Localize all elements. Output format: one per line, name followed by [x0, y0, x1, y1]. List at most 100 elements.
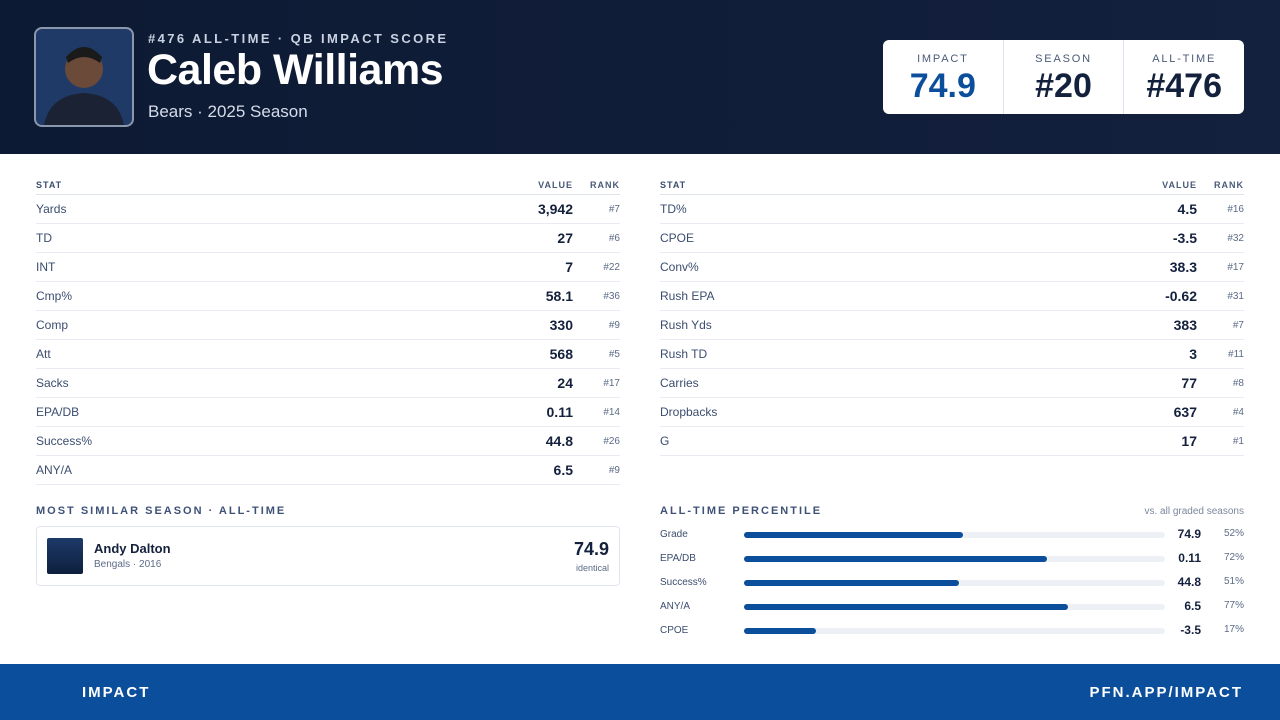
stat-value: 17 — [1181, 433, 1197, 449]
stat-name: ANY/A — [36, 463, 73, 477]
percentile-row: Success% 44.8 51% — [660, 575, 1244, 591]
table-row: Rush Yds 383 #7 — [660, 311, 1244, 340]
table-row: Dropbacks 637 #4 — [660, 398, 1244, 427]
stat-value: 568 — [549, 346, 573, 362]
percentile-bar — [744, 580, 959, 586]
column-header: RANK — [590, 180, 620, 190]
stat-name: TD — [36, 231, 52, 245]
stat-rank: #14 — [603, 406, 620, 418]
score-label: SEASON — [1035, 53, 1092, 65]
stat-name: EPA/DB — [36, 405, 80, 419]
stat-value: 24 — [557, 375, 573, 391]
similar-player: Andy Dalton — [94, 541, 171, 556]
table-row: TD% 4.5 #16 — [660, 195, 1244, 224]
stat-name: G — [660, 434, 670, 448]
similar-title: MOST SIMILAR SEASON · ALL-TIME — [36, 505, 287, 517]
stat-value: 383 — [1173, 317, 1197, 333]
stat-name: Sacks — [36, 376, 69, 390]
table-row: ANY/A 6.5 #9 — [36, 456, 620, 485]
percentile-track — [744, 604, 1165, 610]
percentile-value: 6.5 — [1184, 599, 1201, 613]
stat-rank: #36 — [603, 290, 620, 302]
stat-name: CPOE — [660, 231, 695, 245]
stat-name: Comp — [36, 318, 69, 332]
percentile-stat: EPA/DB — [660, 553, 696, 564]
stat-rank: #8 — [1232, 377, 1244, 389]
percentile-track — [744, 532, 1165, 538]
similar-score: 74.9 — [573, 539, 609, 559]
table-row: CPOE -3.5 #32 — [660, 224, 1244, 253]
stat-rank: #31 — [1227, 290, 1244, 302]
stat-rank: #22 — [603, 261, 620, 273]
table-row: Rush TD 3 #11 — [660, 340, 1244, 369]
stats-table-right: STAT VALUE RANK TD% 4.5 #16 CPOE -3.5 #32 Conv% 38… — [660, 176, 1244, 456]
stat-name: Rush EPA — [660, 289, 715, 303]
percentile-track — [744, 580, 1165, 586]
stat-value: -3.5 — [1172, 230, 1197, 246]
stat-name: INT — [36, 260, 56, 274]
stat-value: 4.5 — [1177, 201, 1197, 217]
percentile-value: 44.8 — [1177, 575, 1201, 589]
footer — [0, 664, 1280, 720]
percentile-bar — [744, 556, 1048, 562]
percentile-stat: ANY/A — [660, 601, 691, 612]
stat-value: 77 — [1181, 375, 1197, 391]
score-cell: SEASON #20 — [1002, 40, 1124, 114]
column-header: RANK — [1214, 180, 1244, 190]
percentile-note: vs. all graded seasons — [1144, 506, 1244, 517]
stat-rank: #1 — [1232, 435, 1244, 447]
column-header: STAT — [36, 180, 63, 190]
table-header: STAT VALUE RANK — [660, 176, 1244, 195]
table-row: TD 27 #6 — [36, 224, 620, 253]
table-row: Cmp% 58.1 #36 — [36, 282, 620, 311]
table-row: Carries 77 #8 — [660, 369, 1244, 398]
percentile-label: 77% — [1223, 600, 1244, 611]
percentile-label: 52% — [1223, 528, 1244, 539]
stat-rank: #7 — [608, 203, 620, 215]
column-header: STAT — [660, 180, 687, 190]
stat-rank: #7 — [1232, 319, 1244, 331]
percentile-row: CPOE -3.5 17% — [660, 623, 1244, 639]
stat-rank: #26 — [603, 435, 620, 447]
score-value: 74.9 — [909, 67, 976, 105]
footer-left: IMPACT — [82, 684, 151, 701]
score-cell: IMPACT 74.9 — [883, 40, 1003, 114]
stat-value: -0.62 — [1165, 288, 1197, 304]
percentile-bar — [744, 628, 816, 634]
score-label: IMPACT — [917, 53, 969, 65]
subtitle: Bears · 2025 Season — [148, 102, 308, 121]
stat-name: Success% — [36, 434, 93, 448]
stat-rank: #32 — [1227, 232, 1244, 244]
stat-rank: #17 — [603, 377, 620, 389]
similar-note: identical — [575, 563, 609, 573]
score-cell: ALL-TIME #476 — [1123, 40, 1244, 114]
percentile-row: ANY/A 6.5 77% — [660, 599, 1244, 615]
table-row: EPA/DB 0.11 #14 — [36, 398, 620, 427]
column-header: VALUE — [1162, 180, 1197, 190]
table-row: Conv% 38.3 #17 — [660, 253, 1244, 282]
stat-rank: #6 — [608, 232, 620, 244]
column-header: VALUE — [538, 180, 573, 190]
score-value: #476 — [1146, 67, 1222, 105]
percentile-label: 72% — [1223, 552, 1244, 563]
similar-detail: Bengals · 2016 — [94, 559, 162, 570]
percentile-track — [744, 556, 1165, 562]
percentile-bar — [744, 604, 1069, 610]
stat-value: 58.1 — [545, 288, 573, 304]
score-value: #20 — [1035, 67, 1092, 105]
stat-value: 27 — [557, 230, 573, 246]
percentile-bar — [744, 532, 963, 538]
stat-rank: #16 — [1227, 203, 1244, 215]
stat-value: 330 — [549, 317, 573, 333]
similar-thumb — [47, 538, 83, 574]
percentile-value: 0.11 — [1178, 551, 1201, 565]
table-row: Sacks 24 #17 — [36, 369, 620, 398]
stat-rank: #17 — [1227, 261, 1244, 273]
stat-name: Yards — [36, 202, 67, 216]
score-label: ALL-TIME — [1152, 53, 1217, 65]
table-row: Rush EPA -0.62 #31 — [660, 282, 1244, 311]
percentile-title: ALL-TIME PERCENTILE — [660, 505, 823, 517]
stat-name: Carries — [660, 376, 699, 390]
table-row: G 17 #1 — [660, 427, 1244, 456]
